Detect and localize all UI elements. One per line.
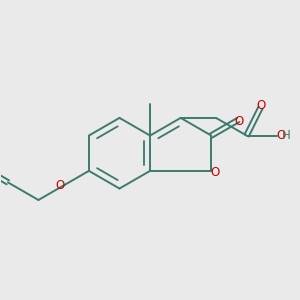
Text: O: O	[256, 99, 266, 112]
Text: O: O	[56, 179, 65, 193]
Text: O: O	[235, 116, 244, 128]
Text: H: H	[282, 129, 291, 142]
Text: O: O	[277, 129, 286, 142]
Text: O: O	[211, 166, 220, 179]
